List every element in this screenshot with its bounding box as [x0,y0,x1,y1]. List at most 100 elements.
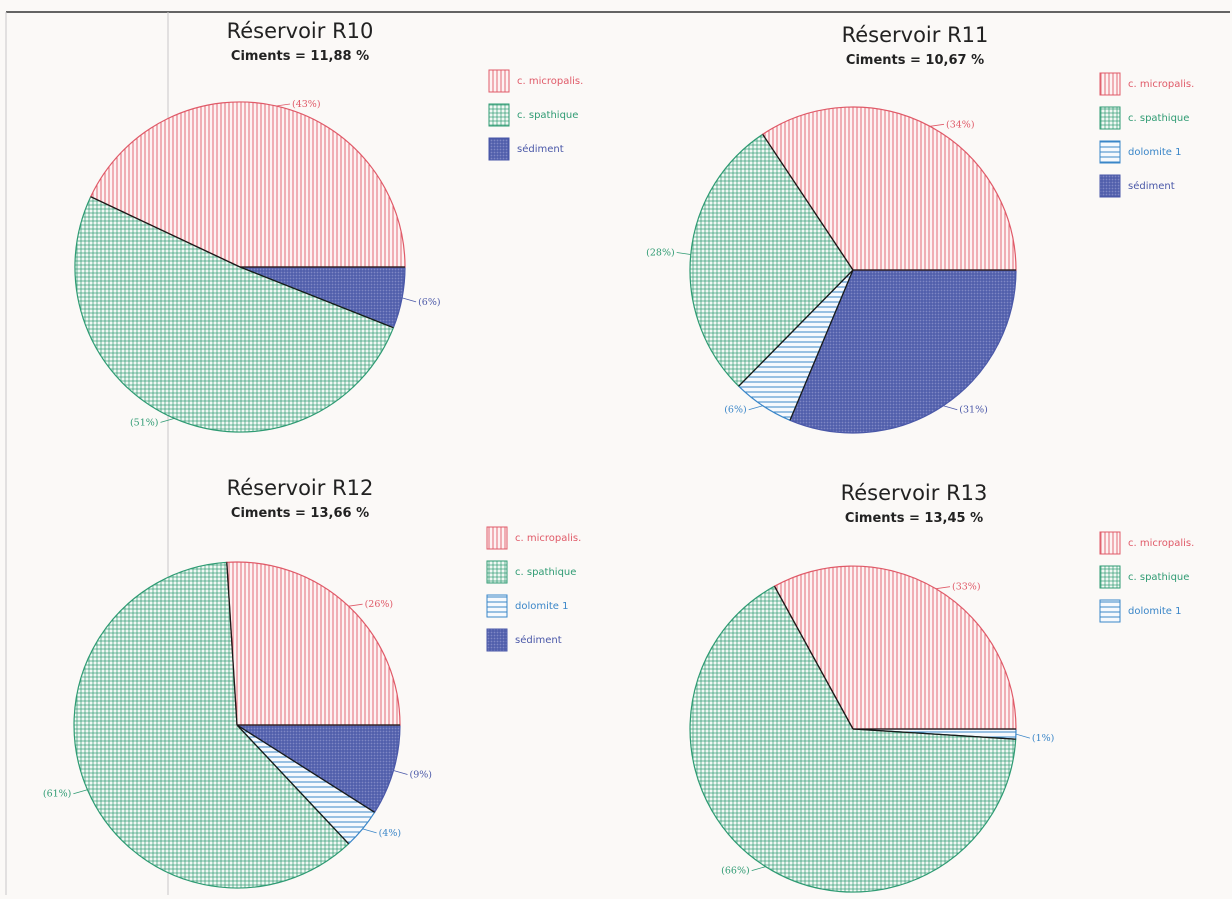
legend-swatch [486,560,508,584]
pie-divider-line [90,196,241,268]
label-leader-line [401,297,417,303]
legend-label: sédiment [515,634,562,646]
legend-item-c-micropalis: c. micropalis. [1099,72,1194,96]
pie-slices [74,101,406,433]
chart-subtitle: Ciments = 13,45 % [845,511,983,526]
pie-slice-label-sediment: (9%) [410,770,432,781]
pie-slice-c-spathique [689,133,854,388]
pie-slice-label-c-spathique: (28%) [646,248,675,259]
pie-labels: (1%) (66%) (33%) [721,582,1054,877]
legend-item-c-spathique: c. spathique [1099,106,1189,130]
chart-title: Réservoir R12 [227,476,374,500]
label-leader-line [362,828,377,834]
pie-slice-label-c-micropalis: (43%) [292,99,321,110]
pie-divider-line [236,724,375,813]
legend-item-dolomite-1: dolomite 1 [486,594,569,618]
label-leader-line [160,418,175,423]
legend-label: c. spathique [1128,113,1189,124]
chart-r11: Réservoir R11 Ciments = 10,67 % (31%) (6%… [646,23,1194,434]
legend-label: c. spathique [1128,572,1189,583]
legend-item-dolomite-1: dolomite 1 [1099,599,1182,623]
legend-item-sediment: sédiment [488,137,564,161]
legend-item-sediment: sédiment [486,628,562,652]
pie-slices [73,561,401,889]
pie-slice-c-micropalis [773,565,1017,730]
chart-title: Réservoir R13 [841,481,988,505]
legend-swatch [1099,106,1121,130]
pie-slices [689,106,1017,434]
pie-divider-line [239,266,394,329]
pie-divider-line [236,724,350,845]
legend-swatch [486,628,508,652]
pie-slice-label-c-spathique: (66%) [721,866,750,877]
legend-swatch [1099,174,1121,198]
pie-slice-label-dolomite-1: (4%) [379,828,401,839]
pie-divider-line [226,562,238,726]
legend-swatch [488,137,510,161]
pie-slice-label-c-spathique: (51%) [130,417,159,428]
legend-swatch [1099,599,1121,623]
label-leader-line [348,603,363,607]
pie-slice-c-spathique [73,561,350,889]
pie-slice-sediment [234,724,401,814]
label-leader-line [73,789,88,795]
legend-swatch [1099,565,1121,589]
legend-label: c. micropalis. [1128,79,1194,90]
legend-swatch [1099,531,1121,555]
pie-labels: (6%) (51%) (43%) [130,99,441,428]
legend: c. micropalis. c. spathique dolomite 1 [1099,531,1194,623]
legend-item-dolomite-1: dolomite 1 [1099,140,1182,164]
legend: c. micropalis. c. spathique dolomite 1 sédi… [486,526,581,652]
pie-divider-line [852,728,1016,740]
legend-label: dolomite 1 [1128,147,1182,158]
label-leader-line [943,405,958,411]
chart-r10: Réservoir R10 Ciments = 11,88 % (6%) (51%… [74,19,583,433]
legend-item-c-micropalis: c. micropalis. [1099,531,1194,555]
legend-swatch [1099,72,1121,96]
legend-item-sediment: sédiment [1099,174,1175,198]
pie-slice-label-sediment: (6%) [418,297,440,308]
legend-swatch [488,69,510,93]
legend-swatch [486,526,508,550]
pie-slice-sediment [789,269,1017,434]
pie-slice-label-c-micropalis: (34%) [946,119,975,130]
label-leader-line [275,103,291,107]
legend-item-c-micropalis: c. micropalis. [486,526,581,550]
legend-swatch [488,103,510,127]
legend-item-c-spathique: c. spathique [488,103,578,127]
chart-subtitle: Ciments = 13,66 % [231,506,369,521]
label-leader-line [393,770,408,775]
pie-slice-label-c-spathique: (61%) [43,789,72,800]
legend-label: c. micropalis. [1128,538,1194,549]
label-leader-line [751,866,766,871]
chart-title: Réservoir R11 [842,23,989,47]
label-leader-line [929,123,945,127]
pie-divider-line [738,269,854,387]
pie-slice-label-dolomite-1: (1%) [1032,733,1054,744]
legend-label: dolomite 1 [1128,606,1182,617]
pie-slice-label-c-micropalis: (26%) [365,599,394,610]
pie-slice-label-sediment: (31%) [959,405,988,416]
legend-label: c. spathique [517,110,578,121]
pie-divider-line [789,269,854,421]
legend-label: c. spathique [515,567,576,578]
legend-item-c-spathique: c. spathique [1099,565,1189,589]
legend-item-c-micropalis: c. micropalis. [488,69,583,93]
chart-subtitle: Ciments = 10,67 % [846,53,984,68]
chart-r13: Réservoir R13 Ciments = 13,45 % (1%) (66%… [689,481,1194,893]
chart-title: Réservoir R10 [227,19,374,43]
chart-r12: Réservoir R12 Ciments = 13,66 % (9%) (4%)… [43,476,581,889]
legend-label: sédiment [1128,180,1175,192]
label-leader-line [676,252,691,255]
pie-labels: (9%) (4%) (61%) (26%) [43,599,432,839]
label-leader-line [1015,733,1031,739]
pie-divider-line [773,585,854,730]
pie-slice-label-c-micropalis: (33%) [952,582,981,593]
label-leader-line [935,586,951,590]
legend: c. micropalis. c. spathique dolomite 1 sédi… [1099,72,1194,198]
pie-slices [689,565,1017,893]
pie-labels: (31%) (6%) (28%) (34%) [646,119,988,415]
pie-slice-label-dolomite-1: (6%) [724,405,746,416]
pie-slice-c-micropalis [226,561,401,726]
